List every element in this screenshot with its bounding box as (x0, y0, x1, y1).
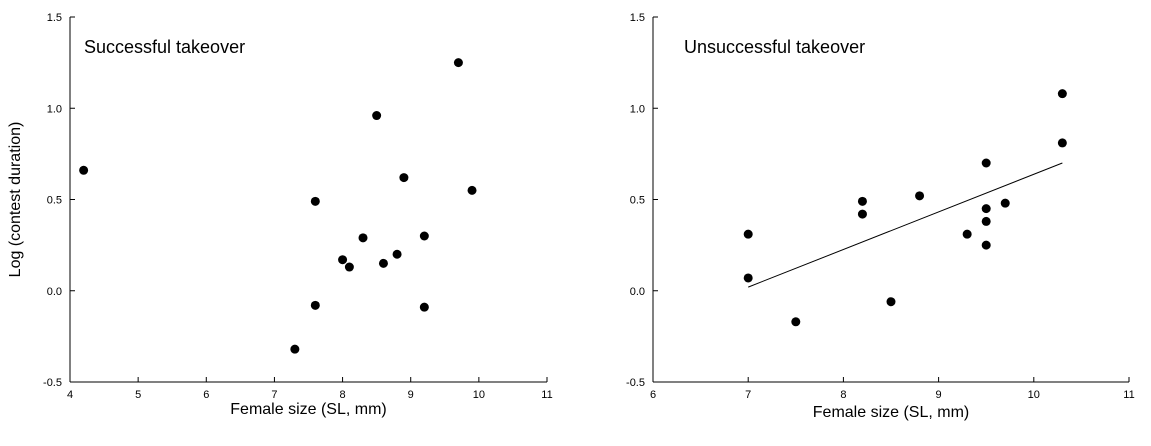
right-y-tick-label: 1.5 (630, 12, 645, 24)
left-data-point (467, 185, 477, 195)
left-y-tick-label: 1.5 (47, 12, 62, 24)
right-data-point (857, 209, 867, 219)
left-x-tick-label: 10 (473, 389, 485, 401)
left-panel-title: Successful takeover (84, 37, 245, 57)
right-data-point (1057, 138, 1067, 148)
right-y-tick-label: 0.0 (630, 286, 645, 298)
left-y-tick-label: 0.5 (47, 195, 62, 207)
right-data-point (791, 317, 801, 327)
left-x-tick-label: 5 (135, 389, 141, 401)
left-x-tick-label: 8 (340, 389, 346, 401)
left-data-point (358, 233, 368, 243)
right-x-tick-label: 6 (650, 389, 656, 401)
right-data-point (981, 240, 991, 250)
left-y-axis-label: Log (contest duration) (7, 122, 24, 278)
right-trend-line (748, 162, 1063, 288)
right-x-tick-label: 10 (1028, 389, 1040, 401)
right-data-point (1057, 89, 1067, 99)
left-x-tick-label: 11 (541, 389, 552, 401)
right-y-tick-label: -0.5 (626, 377, 645, 389)
left-data-point (378, 258, 388, 268)
right-data-point (857, 196, 867, 206)
right-data-point (743, 273, 753, 283)
right-x-tick-label: 7 (745, 389, 751, 401)
left-data-point (372, 111, 382, 121)
left-data-point (79, 165, 89, 175)
left-x-tick-label: 9 (408, 389, 414, 401)
left-data-point (344, 262, 354, 272)
left-x-axis-label: Female size (SL, mm) (230, 401, 386, 418)
left-data-point (290, 344, 300, 354)
right-data-point (1000, 198, 1010, 208)
right-data-point (915, 191, 925, 201)
right-data-point (886, 297, 896, 307)
left-y-tick-label: 1.0 (47, 103, 62, 115)
left-y-tick-label: -0.5 (43, 377, 62, 389)
left-data-point (399, 173, 409, 183)
left-data-point (419, 302, 429, 312)
right-data-point (962, 229, 972, 239)
right-x-tick-label: 9 (936, 389, 942, 401)
left-x-tick-label: 6 (203, 389, 209, 401)
right-x-tick-label: 11 (1123, 389, 1134, 401)
right-panel-title: Unsuccessful takeover (684, 37, 865, 57)
right-data-point (981, 158, 991, 168)
right-data-point (981, 204, 991, 214)
right-data-point (981, 216, 991, 226)
left-data-point (310, 300, 320, 310)
left-data-point (338, 255, 348, 265)
right-x-axis-label: Female size (SL, mm) (813, 404, 969, 421)
left-data-point (310, 196, 320, 206)
left-y-tick-label: 0.0 (47, 286, 62, 298)
right-y-tick-label: 0.5 (630, 195, 645, 207)
right-y-tick-label: 1.0 (630, 103, 645, 115)
right-x-tick-label: 8 (840, 389, 846, 401)
left-data-point (453, 58, 463, 68)
left-x-tick-label: 7 (271, 389, 277, 401)
right-data-point (743, 229, 753, 239)
left-data-point (392, 249, 402, 259)
left-data-point (419, 231, 429, 241)
left-x-tick-label: 4 (67, 389, 73, 401)
